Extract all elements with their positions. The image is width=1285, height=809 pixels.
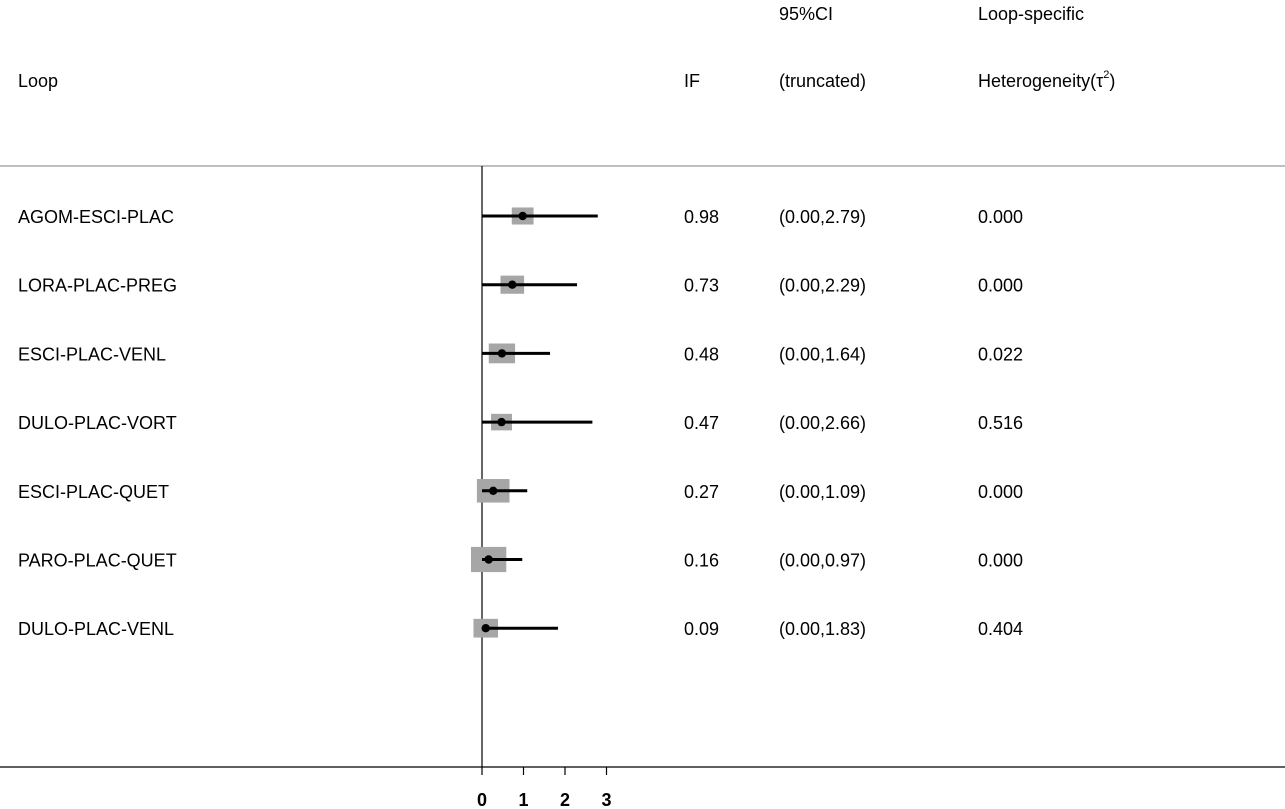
row-ci-value: (0.00,0.97) <box>779 551 866 571</box>
forest-row: AGOM-ESCI-PLAC 0.98 (0.00,2.79) 0.000 <box>18 207 1023 227</box>
row-het-value: 0.000 <box>978 276 1023 296</box>
row-het-value: 0.022 <box>978 344 1023 364</box>
x-tick-label-3: 3 <box>601 790 611 809</box>
header-ci-line2: (truncated) <box>779 71 866 91</box>
row-if-value: 0.73 <box>684 276 719 296</box>
row-loop-label: DULO-PLAC-VORT <box>18 413 177 433</box>
point-estimate <box>484 555 493 564</box>
point-estimate <box>508 280 517 289</box>
row-if-value: 0.27 <box>684 482 719 502</box>
header-het-line1: Loop-specific <box>978 4 1084 24</box>
row-loop-label: DULO-PLAC-VENL <box>18 619 174 639</box>
forest-row: PARO-PLAC-QUET 0.16 (0.00,0.97) 0.000 <box>18 546 1023 573</box>
header-het-sup: 2 <box>1103 69 1109 81</box>
row-loop-label: ESCI-PLAC-QUET <box>18 482 169 502</box>
point-estimate <box>518 211 527 221</box>
header-het-line2: Heterogeneity(τ2) <box>978 69 1115 91</box>
row-het-value: 0.516 <box>978 413 1023 433</box>
x-axis-ticks: 0 1 2 3 <box>477 767 612 809</box>
forest-row: DULO-PLAC-VENL 0.09 (0.00,1.83) 0.404 <box>18 618 1023 639</box>
row-ci-value: (0.00,2.29) <box>779 276 866 296</box>
header-loop: Loop <box>18 71 58 91</box>
point-estimate <box>497 349 507 358</box>
header-het-prefix: Heterogeneity(τ <box>978 71 1103 91</box>
forest-row: ESCI-PLAC-QUET 0.27 (0.00,1.09) 0.000 <box>18 479 1023 503</box>
row-ci-value: (0.00,1.83) <box>779 619 866 639</box>
point-estimate <box>481 624 490 633</box>
x-tick-label-0: 0 <box>477 790 487 809</box>
row-loop-label: LORA-PLAC-PREG <box>18 276 177 296</box>
row-if-value: 0.16 <box>684 551 719 571</box>
row-loop-label: ESCI-PLAC-VENL <box>18 344 166 364</box>
row-loop-label: AGOM-ESCI-PLAC <box>18 207 174 227</box>
row-het-value: 0.404 <box>978 619 1023 639</box>
x-tick-label-2: 2 <box>560 790 570 809</box>
header-het-suffix: ) <box>1109 71 1115 91</box>
row-het-value: 0.000 <box>978 551 1023 571</box>
point-estimate <box>489 486 498 495</box>
forest-row: LORA-PLAC-PREG 0.73 (0.00,2.29) 0.000 <box>18 275 1023 296</box>
forest-row: ESCI-PLAC-VENL 0.48 (0.00,1.64) 0.022 <box>18 343 1023 364</box>
row-ci-value: (0.00,2.66) <box>779 413 866 433</box>
header-ci-line1: 95%CI <box>779 4 833 24</box>
forest-row: DULO-PLAC-VORT 0.47 (0.00,2.66) 0.516 <box>18 413 1023 433</box>
row-if-value: 0.47 <box>684 413 719 433</box>
point-estimate <box>497 417 506 427</box>
row-ci-value: (0.00,1.09) <box>779 482 866 502</box>
row-if-value: 0.09 <box>684 619 719 639</box>
rows-layer: AGOM-ESCI-PLAC 0.98 (0.00,2.79) 0.000LORA-P… <box>18 207 1023 639</box>
row-ci-value: (0.00,1.64) <box>779 344 866 364</box>
header-if: IF <box>684 71 700 91</box>
x-tick-label-1: 1 <box>518 790 528 809</box>
row-loop-label: PARO-PLAC-QUET <box>18 551 177 571</box>
row-het-value: 0.000 <box>978 482 1023 502</box>
row-if-value: 0.98 <box>684 207 719 227</box>
row-if-value: 0.48 <box>684 344 719 364</box>
row-het-value: 0.000 <box>978 207 1023 227</box>
row-ci-value: (0.00,2.79) <box>779 207 866 227</box>
